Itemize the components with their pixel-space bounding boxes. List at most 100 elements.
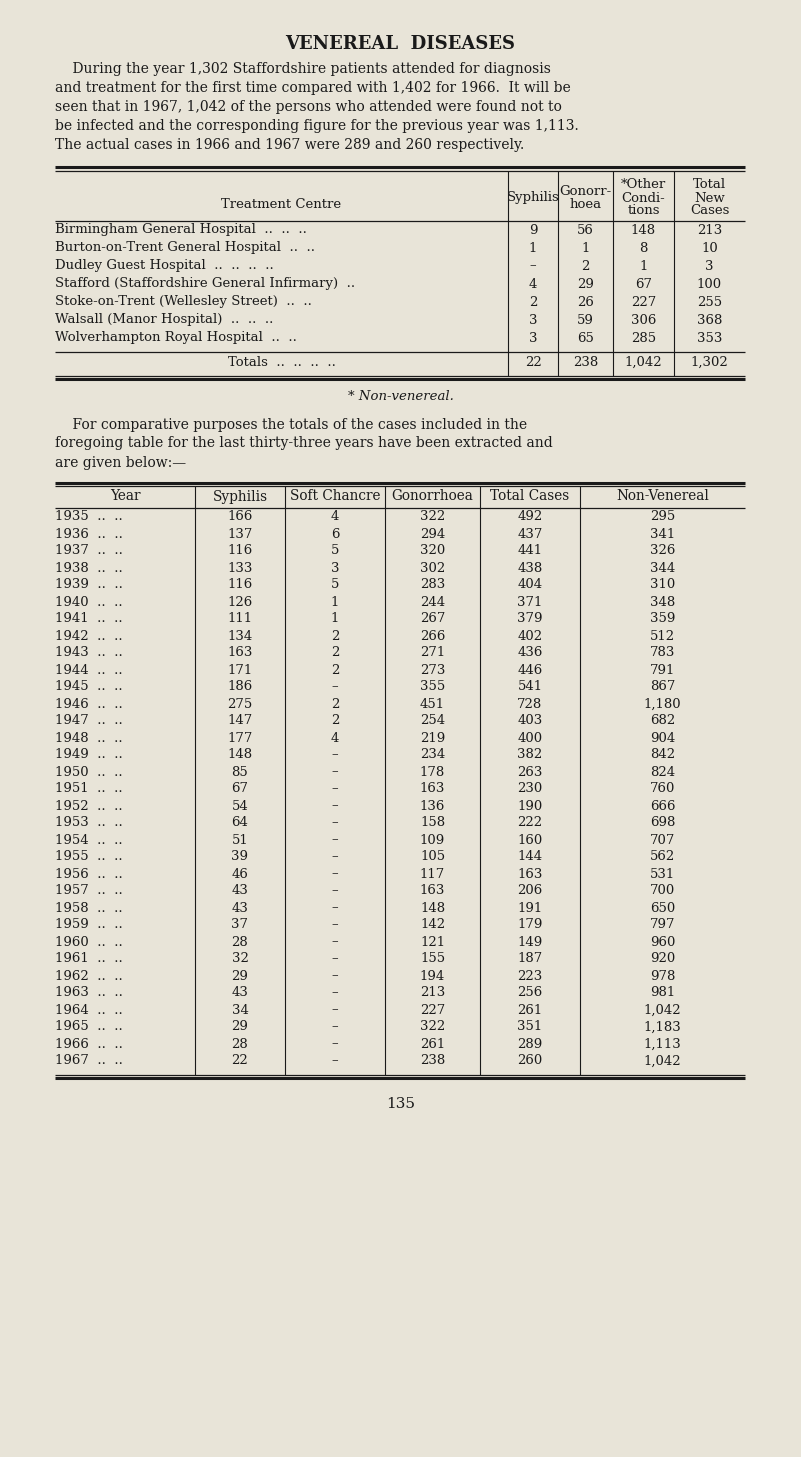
Text: and treatment for the first time compared with 1,402 for 1966.  It will be: and treatment for the first time compare… (55, 82, 571, 95)
Text: Cases: Cases (690, 204, 729, 217)
Text: 682: 682 (650, 714, 675, 727)
Text: During the year 1,302 Staffordshire patients attended for diagnosis: During the year 1,302 Staffordshire pati… (55, 63, 551, 76)
Text: 368: 368 (697, 313, 723, 326)
Text: 302: 302 (420, 561, 445, 574)
Text: 51: 51 (231, 833, 248, 847)
Text: 144: 144 (517, 851, 542, 864)
Text: –: – (529, 259, 537, 272)
Text: 1966  ..  ..: 1966 .. .. (55, 1037, 123, 1050)
Text: 179: 179 (517, 918, 543, 931)
Text: –: – (332, 765, 338, 778)
Text: 867: 867 (650, 680, 675, 694)
Text: 1939  ..  ..: 1939 .. .. (55, 578, 123, 592)
Text: 223: 223 (517, 969, 542, 982)
Text: Stoke-on-Trent (Wellesley Street)  ..  ..: Stoke-on-Trent (Wellesley Street) .. .. (55, 296, 312, 309)
Text: 1954  ..  ..: 1954 .. .. (55, 833, 123, 847)
Text: *Other: *Other (621, 179, 666, 191)
Text: 10: 10 (701, 242, 718, 255)
Text: 85: 85 (231, 765, 248, 778)
Text: 22: 22 (231, 1055, 248, 1068)
Text: Wolverhampton Royal Hospital  ..  ..: Wolverhampton Royal Hospital .. .. (55, 332, 297, 344)
Text: 2: 2 (331, 647, 339, 660)
Text: 1957  ..  ..: 1957 .. .. (55, 884, 123, 898)
Text: –: – (332, 680, 338, 694)
Text: seen that in 1967, 1,042 of the persons who attended were found not to: seen that in 1967, 1,042 of the persons … (55, 101, 562, 114)
Text: 1: 1 (529, 242, 537, 255)
Text: –: – (332, 867, 338, 880)
Text: 213: 213 (697, 223, 723, 236)
Text: 404: 404 (517, 578, 542, 592)
Text: 320: 320 (420, 545, 445, 558)
Text: Burton-on-Trent General Hospital  ..  ..: Burton-on-Trent General Hospital .. .. (55, 242, 315, 255)
Text: 67: 67 (635, 277, 652, 290)
Text: 1965  ..  ..: 1965 .. .. (55, 1020, 123, 1033)
Text: 3: 3 (529, 332, 537, 344)
Text: 728: 728 (517, 698, 542, 711)
Text: 28: 28 (231, 935, 248, 949)
Text: 1942  ..  ..: 1942 .. .. (55, 629, 123, 643)
Text: 351: 351 (517, 1020, 542, 1033)
Text: 43: 43 (231, 884, 248, 898)
Text: 541: 541 (517, 680, 542, 694)
Text: 1,113: 1,113 (644, 1037, 682, 1050)
Text: For comparative purposes the totals of the cases included in the: For comparative purposes the totals of t… (55, 418, 527, 431)
Text: 100: 100 (697, 277, 722, 290)
Text: 148: 148 (420, 902, 445, 915)
Text: 3: 3 (705, 259, 714, 272)
Text: 531: 531 (650, 867, 675, 880)
Text: 160: 160 (517, 833, 542, 847)
Text: 436: 436 (517, 647, 543, 660)
Text: 400: 400 (517, 731, 542, 745)
Text: Treatment Centre: Treatment Centre (221, 198, 341, 210)
Text: 1: 1 (331, 612, 339, 625)
Text: 1944  ..  ..: 1944 .. .. (55, 663, 123, 676)
Text: 4: 4 (331, 731, 339, 745)
Text: 382: 382 (517, 749, 542, 762)
Text: 29: 29 (577, 277, 594, 290)
Text: 1940  ..  ..: 1940 .. .. (55, 596, 123, 609)
Text: 1: 1 (639, 259, 648, 272)
Text: 700: 700 (650, 884, 675, 898)
Text: 163: 163 (420, 782, 445, 796)
Text: 171: 171 (227, 663, 252, 676)
Text: Dudley Guest Hospital  ..  ..  ..  ..: Dudley Guest Hospital .. .. .. .. (55, 259, 274, 272)
Text: 326: 326 (650, 545, 675, 558)
Text: Gonorr-: Gonorr- (559, 185, 612, 198)
Text: 1938  ..  ..: 1938 .. .. (55, 561, 123, 574)
Text: 39: 39 (231, 851, 248, 864)
Text: Total Cases: Total Cases (490, 490, 570, 504)
Text: 163: 163 (227, 647, 252, 660)
Text: 824: 824 (650, 765, 675, 778)
Text: 121: 121 (420, 935, 445, 949)
Text: 191: 191 (517, 902, 542, 915)
Text: 213: 213 (420, 986, 445, 1000)
Text: 1947  ..  ..: 1947 .. .. (55, 714, 123, 727)
Text: 650: 650 (650, 902, 675, 915)
Text: 254: 254 (420, 714, 445, 727)
Text: 1,042: 1,042 (644, 1055, 682, 1068)
Text: 1959  ..  ..: 1959 .. .. (55, 918, 123, 931)
Text: –: – (332, 935, 338, 949)
Text: 783: 783 (650, 647, 675, 660)
Text: Condi-: Condi- (622, 191, 666, 204)
Text: 5: 5 (331, 578, 339, 592)
Text: Non-Venereal: Non-Venereal (616, 490, 709, 504)
Text: 135: 135 (386, 1097, 415, 1110)
Text: 348: 348 (650, 596, 675, 609)
Text: 46: 46 (231, 867, 248, 880)
Text: 142: 142 (420, 918, 445, 931)
Text: 261: 261 (420, 1037, 445, 1050)
Text: Walsall (Manor Hospital)  ..  ..  ..: Walsall (Manor Hospital) .. .. .. (55, 313, 273, 326)
Text: 105: 105 (420, 851, 445, 864)
Text: * Non-venereal.: * Non-venereal. (348, 389, 453, 402)
Text: 289: 289 (517, 1037, 542, 1050)
Text: 355: 355 (420, 680, 445, 694)
Text: 136: 136 (420, 800, 445, 813)
Text: 117: 117 (420, 867, 445, 880)
Text: 379: 379 (517, 612, 543, 625)
Text: Stafford (Staffordshire General Infirmary)  ..: Stafford (Staffordshire General Infirmar… (55, 277, 355, 290)
Text: 54: 54 (231, 800, 248, 813)
Text: 1967  ..  ..: 1967 .. .. (55, 1055, 123, 1068)
Text: 797: 797 (650, 918, 675, 931)
Text: 222: 222 (517, 816, 542, 829)
